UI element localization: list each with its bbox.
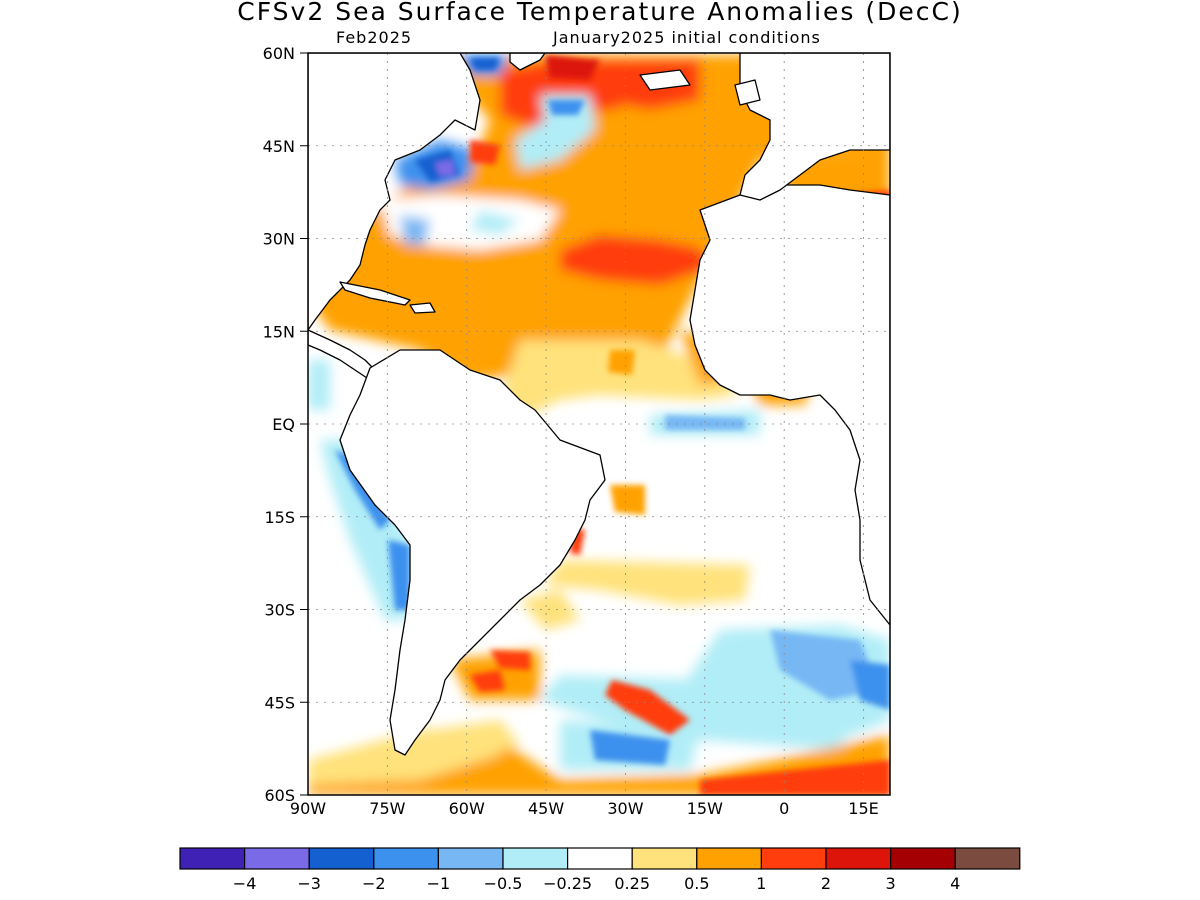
lon-tick-label: 15W: [687, 799, 723, 818]
colorbar-label: −4: [233, 874, 257, 893]
lon-tick-label: 90W: [290, 799, 326, 818]
lon-tick-label: 15E: [848, 799, 878, 818]
colorbar-swatch: [631, 847, 698, 870]
lat-tick-label: 30N: [263, 230, 295, 249]
lat-tick-label: 15S: [264, 508, 295, 527]
colorbar-label: 4: [950, 874, 960, 893]
colorbar-swatch: [308, 847, 375, 870]
colorbar-swatch: [502, 847, 569, 870]
lon-tick-label: 45W: [528, 799, 564, 818]
lat-tick-label: 15N: [263, 322, 295, 341]
colorbar-swatch: [373, 847, 439, 870]
colorbar-label: −3: [297, 874, 321, 893]
lat-tick-label: EQ: [272, 415, 295, 434]
lon-tick-label: 60W: [449, 799, 485, 818]
colorbar-label: −0.25: [543, 874, 592, 893]
lat-tick-label: 60S: [264, 786, 295, 805]
colorbar-label: 3: [886, 874, 896, 893]
colorbar-swatch: [244, 847, 310, 870]
colorbar-labels: −4 −3 −2 −1 −0.5 −0.25 0.25 0.5 1 2 3 4: [233, 874, 960, 893]
lat-tick-label: 45N: [263, 137, 295, 156]
map-title: CFSv2 Sea Surface Temperature Anomalies …: [237, 0, 963, 26]
colorbar-swatch: [825, 847, 892, 870]
land-mask: [308, 53, 890, 756]
colorbar-swatch: [437, 847, 504, 870]
colorbar-label: −1: [427, 874, 451, 893]
colorbar-label: −0.5: [484, 874, 523, 893]
colorbar-label: 0.25: [614, 874, 650, 893]
colorbar: [179, 847, 1021, 870]
lon-tick-label: 30W: [607, 799, 643, 818]
colorbar-label: 2: [821, 874, 831, 893]
lat-tick-label: 30S: [264, 601, 295, 620]
forecast-month-label: Feb2025: [336, 28, 413, 47]
lat-tick-label: 60N: [263, 44, 295, 63]
lat-tick-label: 45S: [264, 693, 295, 712]
initial-conditions-label: January2025 initial conditions: [553, 28, 821, 47]
colorbar-swatch: [696, 847, 762, 870]
colorbar-swatch: [179, 847, 246, 870]
lon-tick-label: 75W: [369, 799, 405, 818]
colorbar-swatch: [566, 847, 633, 870]
colorbar-label: −2: [362, 874, 386, 893]
latitude-labels: 60N 45N 30N 15N EQ 15S 30S 45S 60S: [263, 44, 308, 805]
colorbar-swatch: [760, 847, 827, 870]
map-grid: [308, 53, 890, 795]
colorbar-swatch: [889, 847, 956, 870]
longitude-labels: 90W 75W 60W 45W 30W 15W 0 15E: [290, 799, 879, 818]
colorbar-label: 1: [756, 874, 766, 893]
lon-tick-label: 0: [779, 799, 789, 818]
colorbar-swatch: [954, 847, 1021, 870]
colorbar-label: 0.5: [684, 874, 709, 893]
